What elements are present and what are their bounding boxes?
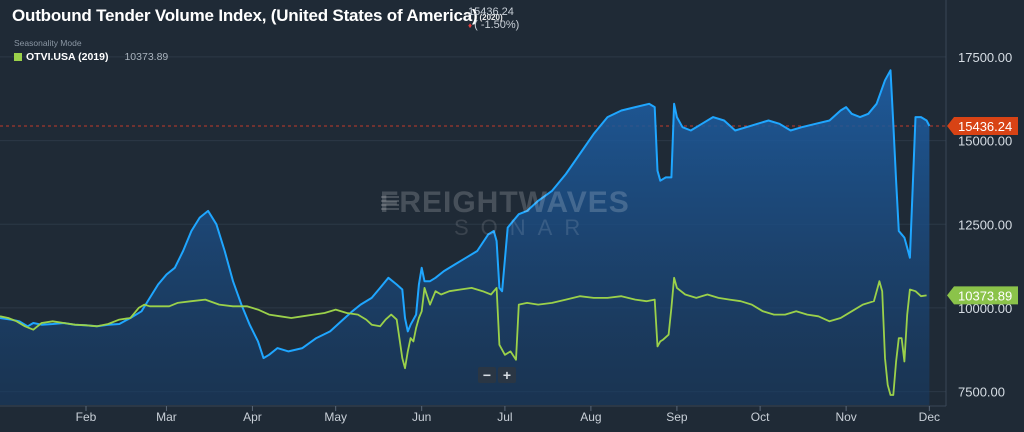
y-tick-label: 10000.00 [958, 301, 1012, 316]
x-tick-label: Mar [156, 410, 177, 424]
down-arrow-icon: ♦ [468, 21, 473, 30]
zoom-out-button[interactable]: − [478, 367, 496, 383]
main-last-value-label: 15436.24 [947, 116, 1018, 135]
legend-swatch [14, 53, 22, 61]
y-tick-label: 12500.00 [958, 217, 1012, 232]
watermark-sonar: SONAR [454, 215, 593, 240]
x-tick-label: Feb [76, 410, 97, 424]
legend-series-value: 10373.89 [124, 51, 169, 63]
axes: 7500.00 10000.00 12500.00 15000.00 17500.00 F… [0, 0, 1012, 424]
watermark-logo-icon [381, 196, 399, 210]
x-tick-label: Apr [243, 410, 262, 424]
change-value: ( -1.50%) [474, 19, 520, 31]
zoom-controls: − + [478, 367, 516, 383]
zoom-in-button[interactable]: + [498, 367, 516, 383]
y-tick-label: 17500.00 [958, 50, 1012, 65]
series-layer [0, 69, 931, 406]
watermark-freightwaves: FREIGHTWAVES [380, 186, 630, 219]
x-tick-label: Nov [835, 410, 856, 424]
series-2020-area [0, 70, 930, 406]
main-last-value-label-bg [947, 116, 1018, 135]
x-tick-label: Aug [580, 410, 601, 424]
x-tick-label: Sep [666, 410, 688, 424]
y-tick-label: 7500.00 [958, 385, 1005, 400]
comp-last-value-label: 10373.89 [947, 286, 1018, 305]
series-2019-line[interactable] [0, 276, 927, 396]
legend-item[interactable]: OTVI.USA (2019) 10373.89 [14, 51, 168, 63]
comp-last-value-label-text: 10373.89 [958, 288, 1012, 303]
series-2020-line[interactable] [0, 69, 931, 360]
x-tick-label: Jun [412, 410, 431, 424]
x-tick-label: Oct [751, 410, 770, 424]
chart-title-block: Outbound Tender Volume Index, (United St… [12, 6, 503, 26]
comp-last-value-label-bg [947, 286, 1018, 305]
current-value: 15436.24 [468, 6, 514, 18]
x-tick-label: Jul [497, 410, 512, 424]
x-tick-label: May [324, 410, 347, 424]
year-tag: (2020) [479, 13, 503, 22]
x-tick-label: Dec [919, 410, 940, 424]
seasonality-mode-label: Seasonality Mode [14, 38, 82, 48]
legend-series-name: OTVI.USA (2019) [26, 51, 109, 63]
change-indicator: ♦( -1.50%) [468, 19, 519, 32]
main-last-value-label-text: 15436.24 [958, 119, 1012, 134]
last-value-labels: 15436.24 10373.89 [947, 116, 1018, 305]
y-tick-label: 15000.00 [958, 134, 1012, 149]
chart-title: Outbound Tender Volume Index, (United St… [12, 6, 478, 25]
